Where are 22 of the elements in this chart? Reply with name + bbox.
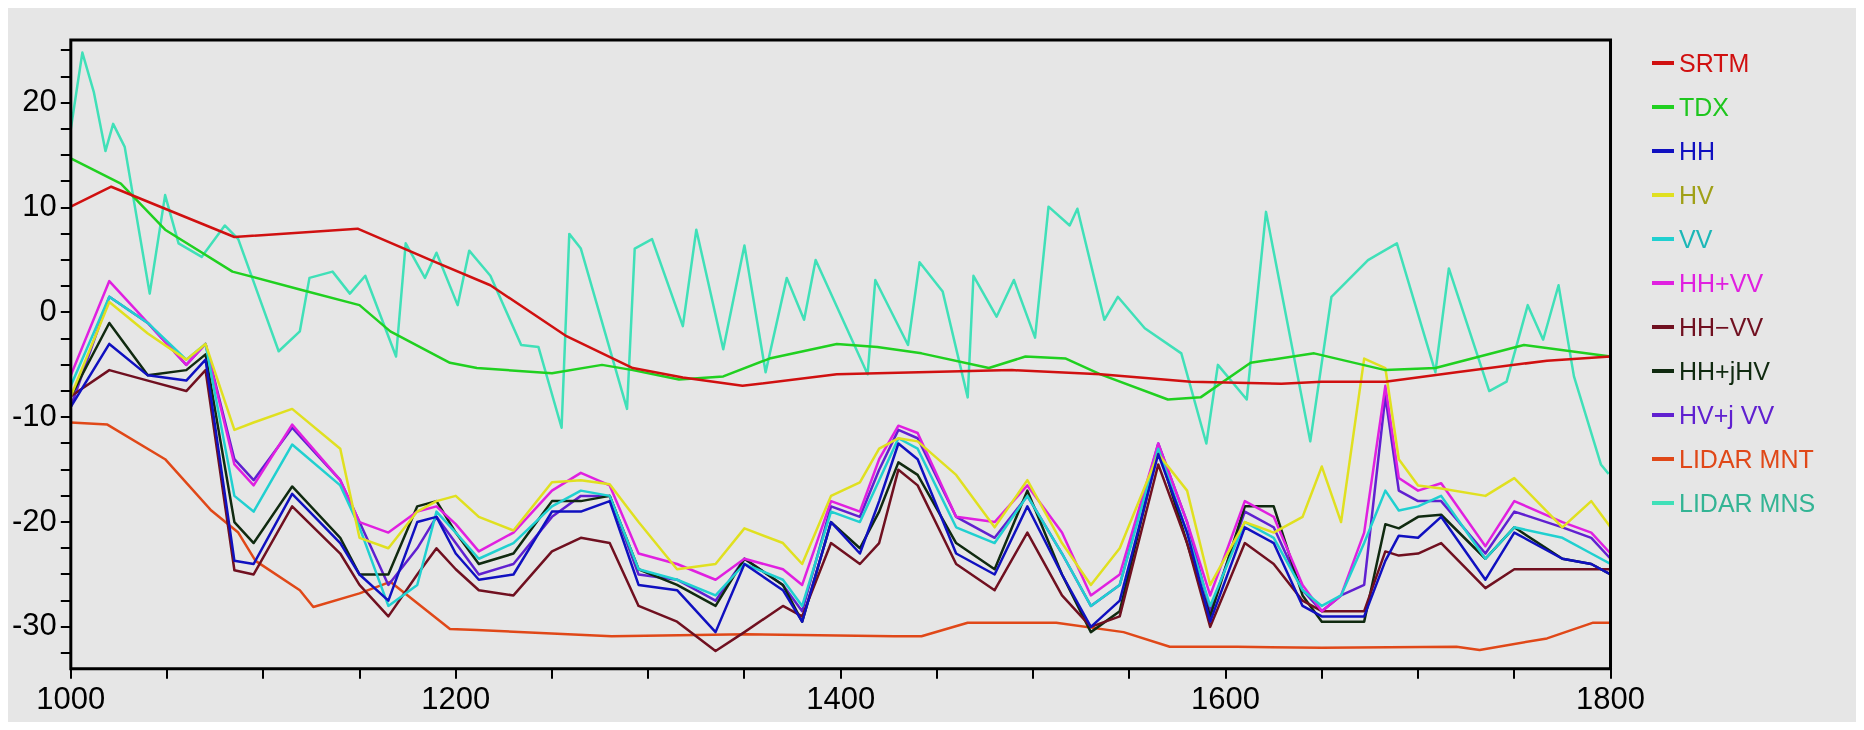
y-tick-label: 20 <box>22 83 57 119</box>
legend-label: HH+VV <box>1679 268 1764 298</box>
legend-label: VV <box>1679 224 1713 254</box>
legend-label: TDX <box>1679 92 1729 122</box>
x-tick-label: 1800 <box>1576 680 1645 716</box>
legend-label: HH+jHV <box>1679 356 1770 386</box>
legend-label: LIDAR MNT <box>1679 444 1814 474</box>
legend-label: HH−VV <box>1679 312 1764 342</box>
y-tick-label: -10 <box>11 397 57 433</box>
legend-label: SRTM <box>1679 48 1750 78</box>
y-tick-label: 0 <box>39 293 57 329</box>
legend-label: LIDAR MNS <box>1679 488 1816 518</box>
x-tick-label: 1200 <box>421 680 491 716</box>
x-tick-label: 1400 <box>806 680 876 716</box>
legend-label: HV <box>1679 180 1714 210</box>
y-tick-label: -20 <box>11 502 57 538</box>
legend-label: HV+j VV <box>1679 400 1775 430</box>
legend-label: HH <box>1679 136 1716 166</box>
x-tick-label: 1600 <box>1191 680 1261 716</box>
y-tick-label: 10 <box>22 188 57 224</box>
y-tick-label: -30 <box>11 607 57 643</box>
x-tick-label: 1000 <box>36 680 106 716</box>
